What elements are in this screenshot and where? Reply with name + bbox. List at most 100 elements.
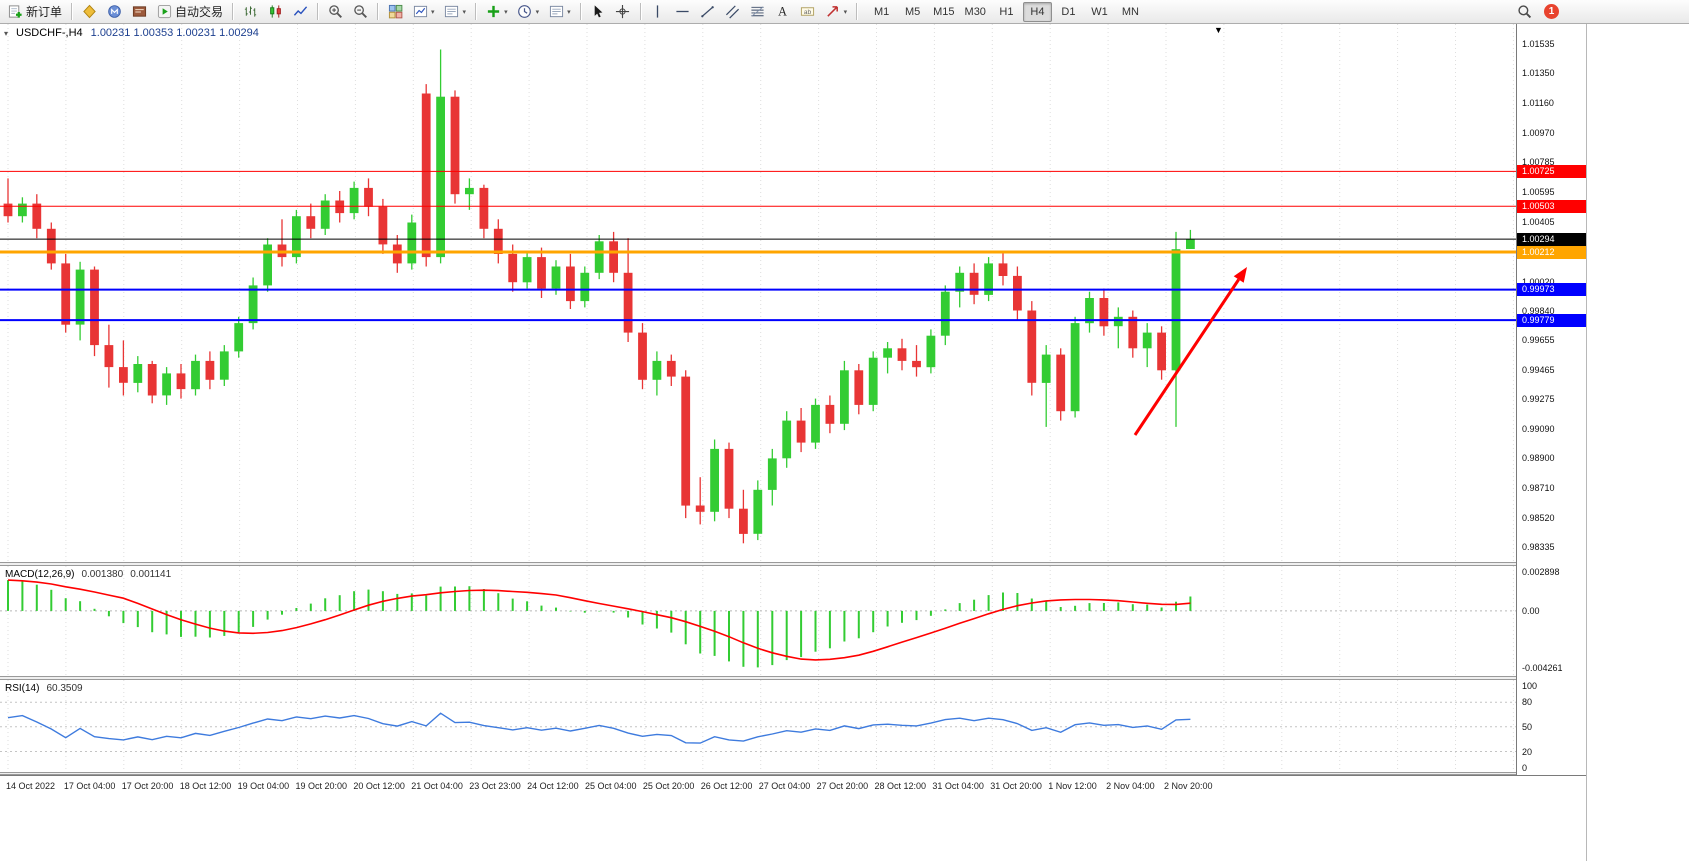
- axis-label: 1.00785: [1522, 156, 1555, 167]
- community-button[interactable]: [102, 1, 126, 23]
- axis-label: 0.99090: [1522, 423, 1555, 434]
- candle-body: [292, 216, 301, 258]
- search-icon: [1516, 4, 1532, 20]
- autotrading-button[interactable]: 自动交易: [152, 1, 227, 23]
- panel-separator[interactable]: [0, 772, 1586, 775]
- crosshair-button[interactable]: [611, 1, 635, 23]
- search-button[interactable]: [1512, 1, 1536, 23]
- panel-separator[interactable]: [0, 676, 1586, 680]
- chart-collapse-icon[interactable]: ▾: [4, 28, 9, 38]
- axis-label: 0.002898: [1522, 567, 1560, 578]
- horizontal-line-icon: [675, 4, 691, 20]
- timeframe-button-m5[interactable]: M5: [904, 5, 921, 18]
- vertical-line-icon: [650, 4, 666, 20]
- fibonacci-button[interactable]: [746, 1, 770, 23]
- data-window-button[interactable]: [127, 1, 151, 23]
- candle-body: [234, 323, 244, 352]
- axis-label: 1.00020: [1522, 277, 1555, 287]
- panel-separator[interactable]: [0, 562, 1586, 566]
- text-tool-icon: A: [775, 4, 791, 20]
- chart-shift-marker[interactable]: ▼: [1214, 25, 1223, 35]
- candle-body: [638, 332, 647, 380]
- templates-button[interactable]: ▾: [544, 1, 575, 23]
- zoom-out-button[interactable]: [348, 1, 372, 23]
- candle-body: [32, 203, 42, 229]
- trend-arrow[interactable]: [1133, 278, 1240, 436]
- rsi-line: [7, 712, 1191, 744]
- timeframe-button-m30[interactable]: M30: [964, 5, 986, 18]
- trend-arrow-head[interactable]: [1233, 267, 1247, 283]
- timeframe-button-h1[interactable]: H1: [999, 5, 1014, 18]
- time-axis-label: 31 Oct 20:00: [990, 781, 1042, 791]
- time-axis-label: 2 Nov 04:00: [1106, 781, 1155, 791]
- candlestick-button[interactable]: [263, 1, 287, 23]
- crosshair-icon: [615, 4, 631, 20]
- candle-body: [133, 364, 143, 383]
- label-tool-button[interactable]: ab: [796, 1, 820, 23]
- zoom-in-button[interactable]: [323, 1, 347, 23]
- main-chart-canvas[interactable]: [0, 24, 1516, 562]
- candle-body: [1027, 310, 1037, 383]
- notification-badge[interactable]: 1: [1544, 4, 1559, 19]
- axis-label: 1.01350: [1522, 68, 1555, 79]
- candle-body: [926, 335, 936, 368]
- timeframe-button-m1[interactable]: M1: [873, 5, 890, 18]
- timeframe-button-mn[interactable]: MN: [1121, 5, 1139, 18]
- timeframe-button-m15[interactable]: M15: [933, 5, 955, 18]
- axis-label: 1.00970: [1522, 127, 1555, 138]
- time-axis-label: 28 Oct 12:00: [874, 781, 927, 791]
- candle-body: [594, 241, 604, 273]
- line-chart-button[interactable]: [288, 1, 312, 23]
- new-order-icon: [7, 4, 23, 20]
- time-axis-label: 14 Oct 2022: [6, 781, 56, 791]
- axis-label: 1.00595: [1522, 186, 1555, 197]
- time-axis-label: 21 Oct 04:00: [411, 781, 463, 791]
- toolbar-separator: [377, 3, 379, 20]
- new-order-button[interactable]: 新订单: [3, 1, 66, 23]
- horizontal-line-button[interactable]: [671, 1, 695, 23]
- svg-text:ab: ab: [804, 9, 812, 16]
- candle-body: [1070, 323, 1080, 412]
- time-axis-label: 27 Oct 20:00: [816, 781, 869, 791]
- toolbar-separator: [317, 3, 319, 20]
- chart-ohlc-values: 1.00231 1.00353 1.00231 1.00294: [90, 27, 259, 39]
- candle-body: [1085, 298, 1094, 324]
- timeframe-button-w1[interactable]: W1: [1091, 5, 1108, 18]
- rsi-panel-canvas[interactable]: [0, 680, 1516, 772]
- new-chart-button[interactable]: ▾: [408, 1, 439, 23]
- timeframe-button-d1[interactable]: D1: [1061, 5, 1076, 18]
- new-chart-icon: [412, 4, 428, 20]
- axis-label: 0.99655: [1522, 334, 1555, 345]
- candle-body: [782, 420, 792, 459]
- candle-body: [566, 266, 575, 302]
- text-tool-button[interactable]: A: [771, 1, 795, 23]
- candle-body: [883, 348, 892, 358]
- arrows-tool-button[interactable]: ▾: [821, 1, 852, 23]
- price-axis[interactable]: 1.01535 1.01350 1.01160 1.00970 1.00785 1.005…: [1516, 24, 1586, 775]
- candle-body: [1142, 332, 1152, 349]
- candle-body: [508, 253, 518, 283]
- candle-body: [666, 360, 676, 377]
- time-axis[interactable]: 14 Oct 2022 17 Oct 04:00 17 Oct 20:00 18 Oc…: [0, 775, 1586, 796]
- candle-body: [349, 187, 359, 214]
- macd-panel-canvas[interactable]: [0, 566, 1516, 676]
- trendline-button[interactable]: [696, 1, 720, 23]
- indicators-button[interactable]: ▾: [481, 1, 512, 23]
- profiles-button[interactable]: ▾: [440, 1, 471, 23]
- price-badge: 1.00503: [1517, 199, 1586, 213]
- vertical-line-button[interactable]: [646, 1, 670, 23]
- axis-label: 80: [1522, 697, 1533, 708]
- candle-body: [522, 257, 532, 283]
- right-gutter: [1586, 24, 1689, 861]
- cursor-button[interactable]: [586, 1, 610, 23]
- line-chart-icon: [292, 4, 308, 20]
- periods-button[interactable]: ▾: [513, 1, 544, 23]
- bar-chart-button[interactable]: [238, 1, 262, 23]
- candle-body: [421, 93, 431, 258]
- rsi-name: RSI(14): [5, 683, 40, 694]
- timeframe-button-h4[interactable]: H4: [1022, 1, 1052, 22]
- dropdown-caret-icon: ▾: [504, 8, 508, 16]
- tile-windows-button[interactable]: [383, 1, 407, 23]
- channel-button[interactable]: [721, 1, 745, 23]
- metaeditor-button[interactable]: [77, 1, 101, 23]
